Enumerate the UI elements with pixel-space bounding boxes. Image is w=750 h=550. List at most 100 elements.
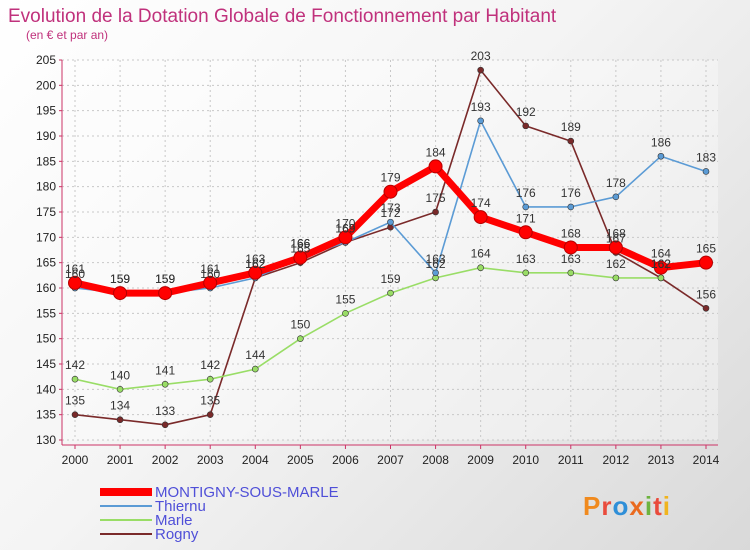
data-point (612, 193, 620, 201)
data-label: 163 (516, 252, 536, 266)
data-label: 160 (200, 267, 220, 281)
data-point (608, 240, 623, 255)
x-tick-label: 2007 (377, 453, 404, 467)
data-label: 142 (65, 358, 85, 372)
y-tick-label: 145 (36, 357, 56, 371)
x-tick-label: 2000 (62, 453, 89, 467)
data-point (383, 184, 398, 199)
data-label: 141 (155, 363, 175, 377)
y-tick-label: 195 (36, 104, 56, 118)
data-point (293, 250, 308, 265)
data-label: 168 (561, 226, 581, 240)
x-tick-label: 2001 (107, 453, 134, 467)
data-point (699, 255, 713, 270)
x-tick-label: 2005 (287, 453, 314, 467)
data-point (248, 265, 263, 280)
data-label: 175 (426, 191, 446, 205)
legend-label: Marle (155, 512, 193, 529)
data-label: 166 (290, 237, 310, 251)
data-label: 162 (606, 257, 626, 271)
data-label: 140 (110, 368, 130, 382)
data-point (206, 411, 214, 418)
svg-text:Proxiti: Proxiti (583, 491, 671, 521)
x-tick-label: 2004 (242, 453, 269, 467)
data-label: 183 (696, 150, 716, 164)
axes: 130 135 140 145 150 155 160 165 170 175 180 185 190 1… (36, 53, 720, 467)
y-tick-label: 175 (36, 205, 56, 219)
proxiti-logo: Proxiti (583, 491, 671, 521)
chart-title: Evolution de la Dotation Globale de Fonc… (8, 6, 557, 27)
data-point (477, 66, 484, 74)
data-label: 178 (606, 176, 626, 190)
legend-label: Thiernu (155, 498, 206, 515)
data-label: 162 (245, 257, 265, 271)
data-label: 164 (471, 247, 491, 261)
data-label: 135 (65, 394, 85, 408)
data-label: 155 (335, 292, 355, 306)
data-point (567, 137, 575, 145)
data-label: 161 (200, 262, 220, 276)
data-labels: 135 134 1331351621651691721752031921891671… (65, 49, 716, 418)
data-label: 162 (426, 257, 446, 271)
data-label: 144 (245, 348, 265, 362)
data-label: 159 (155, 272, 175, 286)
data-point (342, 310, 349, 317)
x-tick-label: 2010 (512, 453, 539, 467)
grid-lines (62, 59, 718, 441)
data-label: 134 (110, 399, 130, 413)
data-label: 203 (471, 49, 491, 63)
y-tick-label: 160 (36, 281, 56, 295)
data-point (567, 203, 575, 211)
data-label: 165 (696, 242, 716, 256)
data-label: 163 (426, 252, 446, 266)
data-point (522, 203, 530, 211)
data-point (657, 274, 665, 282)
y-tick-label: 135 (36, 408, 56, 422)
data-label: 159 (110, 272, 130, 286)
y-tick-label: 140 (36, 382, 56, 396)
data-point (161, 421, 169, 429)
data-point (477, 117, 484, 125)
data-point (518, 225, 533, 240)
y-tick-label: 205 (36, 53, 56, 67)
data-point (116, 386, 124, 393)
series-line-3 (74, 266, 661, 391)
data-point (71, 411, 79, 418)
data-point (387, 218, 394, 226)
x-tick-label: 2006 (332, 453, 359, 467)
data-point (567, 269, 575, 277)
x-tick-label: 2002 (152, 453, 179, 467)
data-label: 163 (561, 252, 581, 266)
data-point (161, 380, 169, 388)
data-point (563, 240, 578, 255)
data-label: 169 (335, 221, 355, 235)
data-point (473, 210, 488, 225)
data-label: 162 (651, 257, 671, 271)
data-label: 133 (155, 404, 175, 418)
data-label: 159 (155, 272, 175, 286)
data-point (203, 275, 218, 290)
data-label: 167 (606, 232, 626, 246)
data-label: 165 (290, 242, 310, 256)
data-label: 164 (651, 247, 671, 261)
x-tick-label: 2003 (197, 453, 224, 467)
y-tick-label: 155 (36, 306, 56, 320)
x-tick-label: 2012 (603, 453, 630, 467)
data-label: 173 (380, 201, 400, 215)
series-group (68, 66, 713, 429)
data-point (432, 208, 439, 216)
data-point (113, 286, 128, 301)
data-label: 142 (200, 358, 220, 372)
data-point (206, 375, 214, 383)
data-point (612, 274, 620, 282)
data-label: 135 (200, 394, 220, 408)
data-label: 162 (651, 257, 671, 271)
x-tick-label: 2013 (648, 453, 675, 467)
data-point (68, 275, 82, 290)
y-tick-label: 165 (36, 256, 56, 270)
data-label: 156 (696, 287, 716, 301)
legend-label: Rogny (155, 526, 199, 543)
data-point (71, 375, 79, 383)
data-label: 159 (380, 272, 400, 286)
